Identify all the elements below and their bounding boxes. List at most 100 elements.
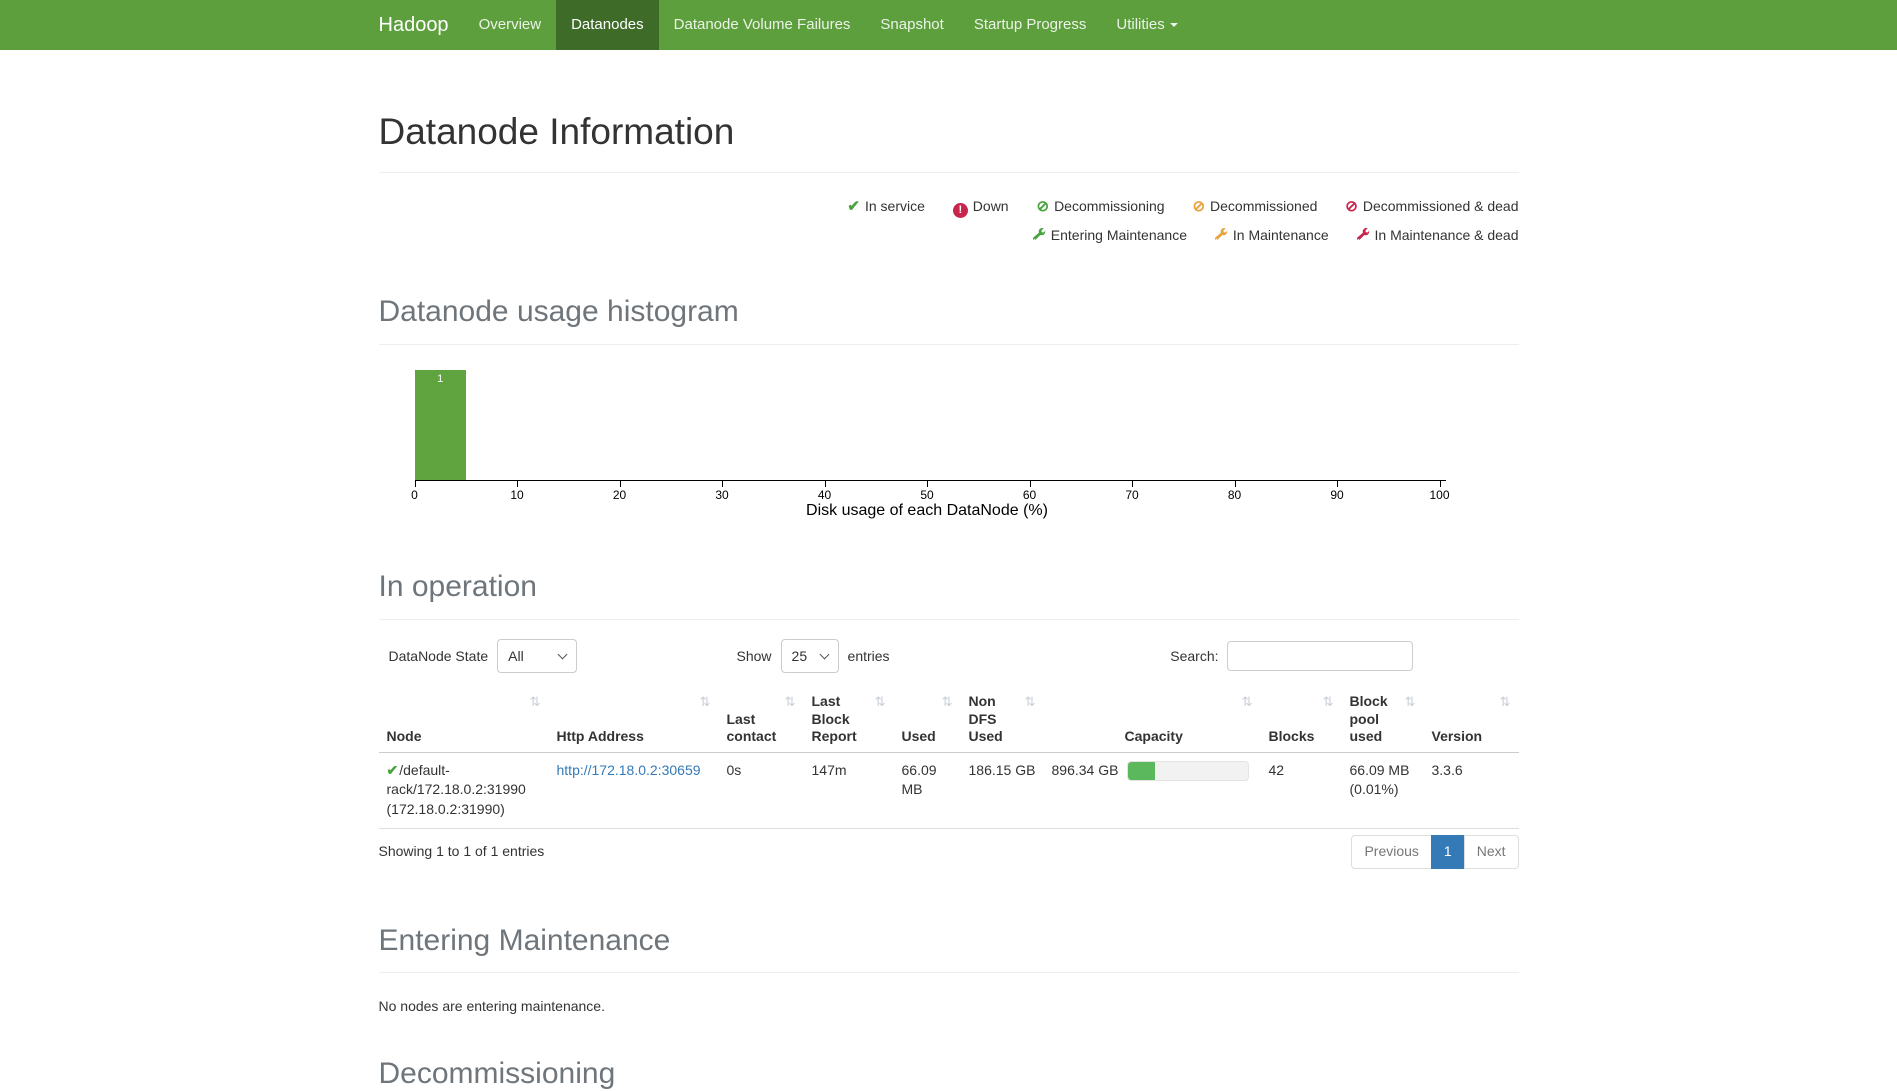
search-input[interactable] — [1226, 641, 1413, 671]
datanode-state-label: DataNode State — [388, 648, 489, 664]
column-header-last-block-report[interactable]: Last Block Report ⇅ — [803, 687, 894, 753]
column-header-blocks[interactable]: Blocks ⇅ — [1260, 687, 1342, 753]
nav-item-datanode-volume-failures[interactable]: Datanode Volume Failures — [673, 16, 851, 33]
ban-circle-icon: ⊘ — [1192, 198, 1206, 215]
pagination-next-button[interactable]: Next — [1463, 835, 1519, 869]
sort-icon: ⇅ — [941, 694, 953, 709]
node-state-legend: ✔ In service ! Down ⊘ Decommissioning ⊘ Deco… — [379, 192, 1519, 250]
x-axis-tick — [1337, 480, 1338, 487]
http-address-link[interactable]: http://172.18.0.2:30659 — [556, 761, 701, 778]
sort-icon: ⇅ — [699, 694, 711, 709]
sort-icon: ⇅ — [1404, 694, 1416, 709]
x-axis-tick-label: 10 — [510, 488, 524, 502]
nav-item-utilities-dropdown[interactable]: Utilities — [1101, 0, 1192, 50]
pagination-previous-button[interactable]: Previous — [1351, 835, 1432, 869]
page-length-value: 25 — [791, 648, 808, 664]
x-axis-tick — [1439, 480, 1441, 487]
entries-label: entries — [847, 648, 890, 664]
legend-decommissioning: ⊘ Decommissioning — [1036, 198, 1165, 215]
datanode-state-value: All — [508, 648, 524, 664]
section-title-histogram: Datanode usage histogram — [378, 295, 739, 328]
column-header-last-contact[interactable]: Last contact ⇅ — [718, 687, 804, 753]
column-header-block-pool-used[interactable]: Block pool used ⇅ — [1341, 687, 1424, 753]
cell-non-dfs-used: 186.15 GB — [960, 752, 1044, 830]
cell-last-block-report: 147m — [803, 752, 894, 830]
x-axis-tick-label: 60 — [1022, 488, 1037, 502]
table-controls: DataNode State All Show 25 entries Searc… — [379, 639, 1519, 673]
caret-down-icon — [1169, 23, 1178, 28]
show-label: Show — [736, 648, 772, 664]
x-axis-tick — [1029, 480, 1031, 487]
ban-circle-icon: ⊘ — [1345, 198, 1358, 215]
wrench-icon — [1356, 227, 1370, 241]
sort-icon: ⇅ — [1024, 694, 1036, 709]
table-info: Showing 1 to 1 of 1 entries — [378, 843, 545, 860]
page-title: Datanode Information — [378, 111, 735, 152]
x-axis-tick — [722, 480, 723, 487]
capacity-bar-fill — [1128, 761, 1155, 780]
cell-version: 3.3.6 — [1423, 752, 1519, 830]
x-axis-tick — [927, 480, 928, 487]
nav-item-startup-progress[interactable]: Startup Progress — [973, 16, 1087, 33]
wrench-icon — [1214, 227, 1228, 241]
x-axis-tick-label: 100 — [1429, 488, 1450, 502]
column-header-used[interactable]: Used ⇅ — [893, 687, 961, 753]
nav-item-snapshot[interactable]: Snapshot — [880, 16, 944, 33]
x-axis-tick-label: 90 — [1330, 488, 1344, 502]
nav-item-utilities-label: Utilities — [1116, 16, 1165, 33]
sort-icon: ⇅ — [1499, 694, 1511, 709]
pagination-page-1-button[interactable]: 1 — [1430, 835, 1465, 869]
x-axis-tick-label: 20 — [612, 488, 627, 502]
cell-node: ✔/default-rack/172.18.0.2:31990 (172.18.… — [378, 752, 549, 830]
legend-decommissioned: ⊘ Decommissioned — [1192, 198, 1318, 215]
legend-in-maintenance-dead: In Maintenance & dead — [1356, 227, 1519, 243]
capacity-value: 896.34 GB — [1051, 761, 1119, 778]
cell-last-contact: 0s — [718, 752, 804, 830]
x-axis-tick-label: 70 — [1125, 488, 1139, 502]
x-axis-tick — [1132, 480, 1133, 487]
column-header-node[interactable]: Node ⇅ — [378, 687, 549, 753]
x-axis-tick-label: 0 — [411, 488, 418, 502]
divider — [378, 972, 1519, 974]
search-label: Search: — [1170, 648, 1219, 664]
column-header-non-dfs-used[interactable]: Non DFS Used ⇅ — [960, 687, 1044, 753]
sort-icon: ⇅ — [874, 694, 886, 709]
nav-item-datanodes[interactable]: Datanodes — [556, 0, 659, 50]
section-title-in-operation: In operation — [378, 570, 537, 603]
section-title-decommissioning: Decommissioning — [378, 1057, 616, 1091]
column-header-version[interactable]: Version ⇅ — [1423, 687, 1519, 753]
section-title-entering-maintenance: Entering Maintenance — [378, 924, 671, 958]
nav-item-overview[interactable]: Overview — [478, 16, 542, 33]
check-icon: ✔ — [386, 761, 399, 778]
column-header-http-address[interactable]: Http Address ⇅ — [548, 687, 719, 753]
pagination: Previous 1 Next — [1351, 835, 1519, 869]
divider — [378, 619, 1519, 620]
chevron-down-icon — [557, 649, 568, 659]
divider — [378, 344, 1519, 345]
x-axis-tick-label: 40 — [817, 488, 832, 502]
wrench-icon — [1032, 227, 1046, 241]
check-icon: ✔ — [847, 198, 860, 215]
capacity-progress — [1127, 760, 1250, 781]
legend-down: ! Down — [952, 198, 1009, 218]
x-axis-tick — [619, 480, 621, 487]
ban-circle-icon: ⊘ — [1036, 198, 1050, 215]
sort-icon: ⇅ — [529, 694, 541, 709]
divider — [378, 172, 1519, 173]
x-axis — [414, 480, 1446, 481]
chevron-down-icon — [819, 649, 829, 659]
legend-in-maintenance: In Maintenance — [1214, 227, 1329, 243]
datanode-usage-histogram: 1 0 10 20 30 40 50 60 70 80 90 100 Disk usage of e… — [379, 360, 1519, 525]
page-length-select[interactable]: 25 — [780, 639, 839, 673]
cell-block-pool-used: 66.09 MB (0.01%) — [1341, 752, 1424, 830]
column-header-capacity[interactable]: Capacity ⇅ — [1043, 687, 1261, 753]
cell-used: 66.09 MB — [893, 752, 961, 830]
legend-entering-maintenance: Entering Maintenance — [1032, 227, 1187, 243]
x-axis-label: Disk usage of each DataNode (%) — [806, 502, 1048, 519]
datanode-state-select[interactable]: All — [497, 639, 578, 673]
cell-capacity: 896.34 GB — [1043, 752, 1261, 830]
brand-hadoop[interactable]: Hadoop — [378, 14, 449, 36]
x-axis-tick-label: 80 — [1227, 488, 1242, 502]
legend-decommissioned-dead: ⊘ Decommissioned & dead — [1345, 198, 1519, 215]
x-axis-tick-label: 30 — [715, 488, 729, 502]
